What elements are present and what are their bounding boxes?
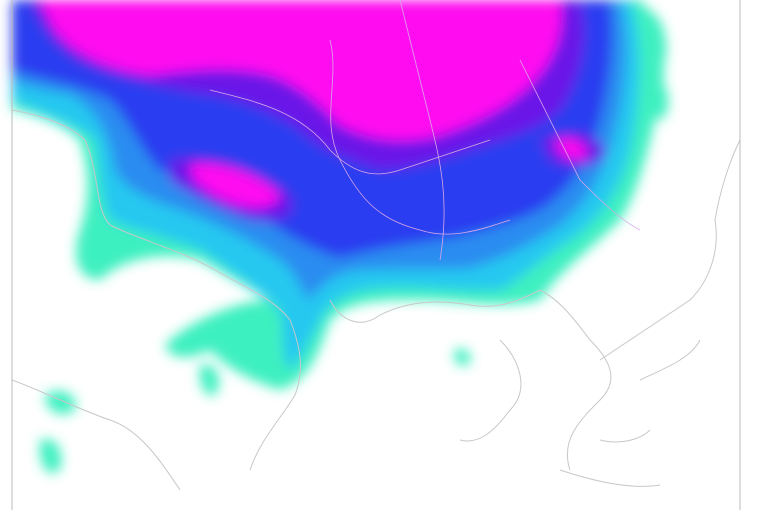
country-borders bbox=[209, 0, 641, 261]
coastlines bbox=[11, 109, 741, 491]
precip-level-6 bbox=[40, 0, 586, 207]
